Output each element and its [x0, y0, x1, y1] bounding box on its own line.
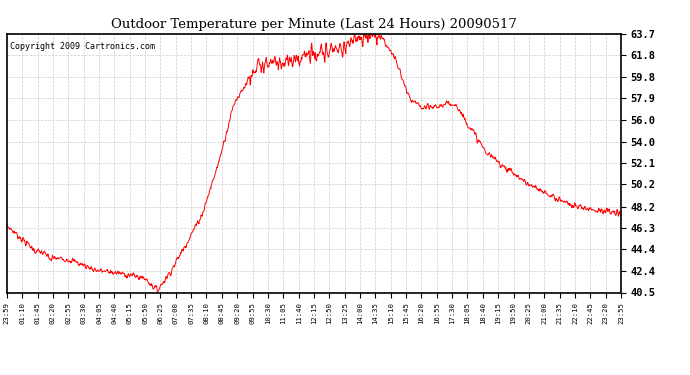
Text: Copyright 2009 Cartronics.com: Copyright 2009 Cartronics.com: [10, 42, 155, 51]
Title: Outdoor Temperature per Minute (Last 24 Hours) 20090517: Outdoor Temperature per Minute (Last 24 …: [111, 18, 517, 31]
